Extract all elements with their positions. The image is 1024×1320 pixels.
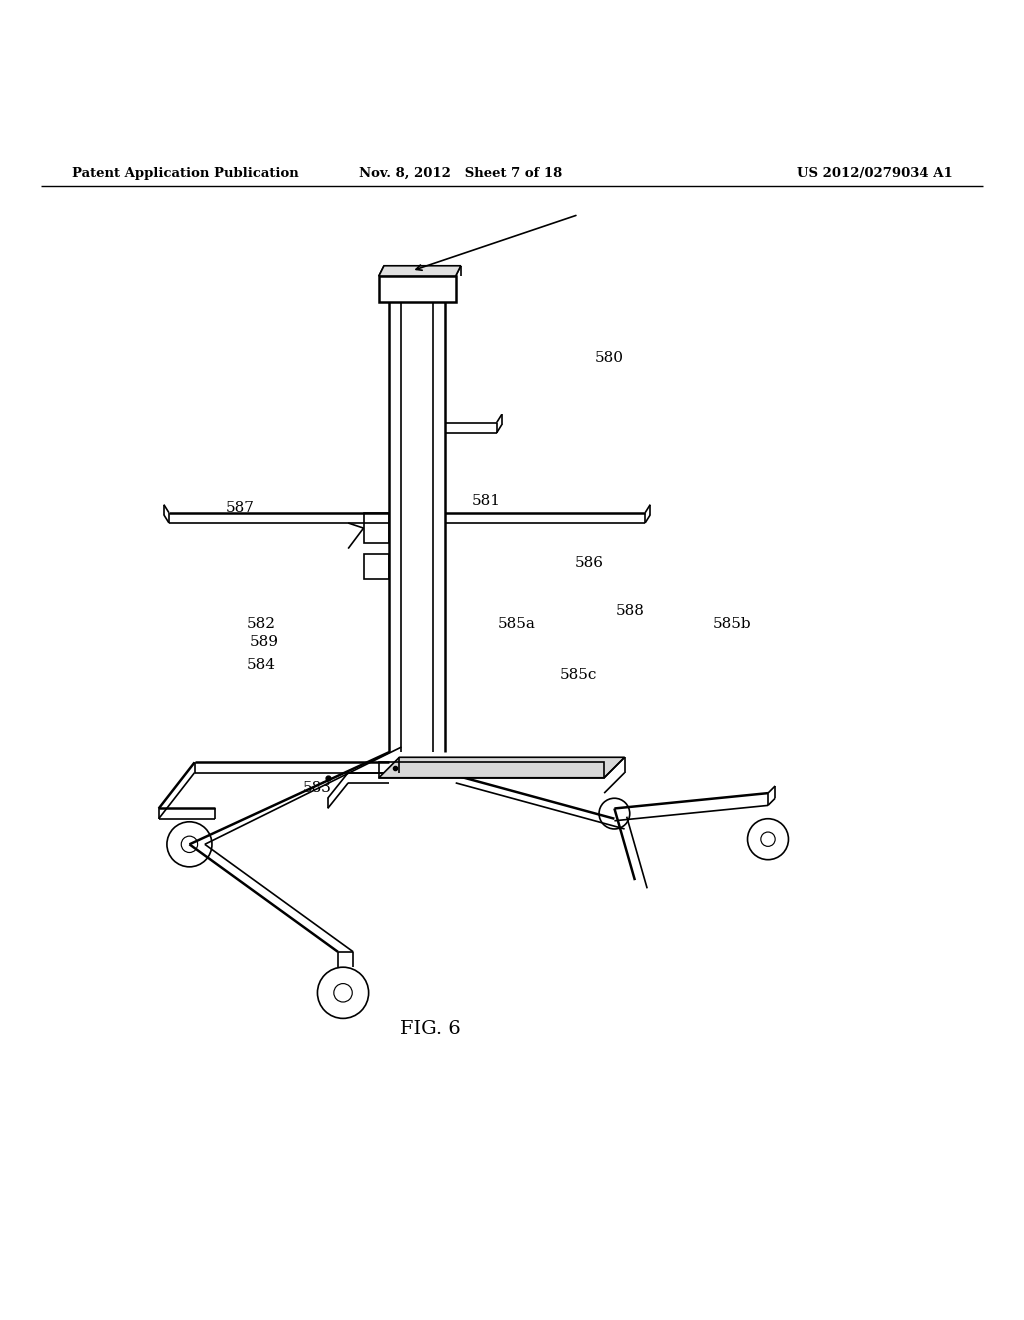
Text: 583: 583	[303, 781, 332, 795]
Text: 584: 584	[247, 659, 275, 672]
Text: 581: 581	[472, 494, 501, 508]
Text: 587: 587	[226, 502, 255, 515]
Bar	[379, 763, 604, 777]
Bar	[379, 276, 456, 301]
Text: Patent Application Publication: Patent Application Publication	[72, 168, 298, 180]
Bar	[364, 512, 389, 544]
Text: 585b: 585b	[713, 618, 752, 631]
Text: 585a: 585a	[499, 618, 536, 631]
Text: Nov. 8, 2012   Sheet 7 of 18: Nov. 8, 2012 Sheet 7 of 18	[359, 168, 562, 180]
Text: 586: 586	[574, 556, 603, 570]
Text: 588: 588	[615, 603, 644, 618]
Text: 585c: 585c	[560, 668, 597, 682]
Text: 582: 582	[247, 618, 275, 631]
Text: US 2012/0279034 A1: US 2012/0279034 A1	[797, 168, 952, 180]
Text: FIG. 6: FIG. 6	[399, 1019, 461, 1038]
Text: 589: 589	[250, 635, 279, 648]
Bar	[364, 553, 389, 579]
Text: 580: 580	[595, 351, 624, 364]
Polygon shape	[379, 265, 461, 276]
Polygon shape	[379, 758, 625, 777]
